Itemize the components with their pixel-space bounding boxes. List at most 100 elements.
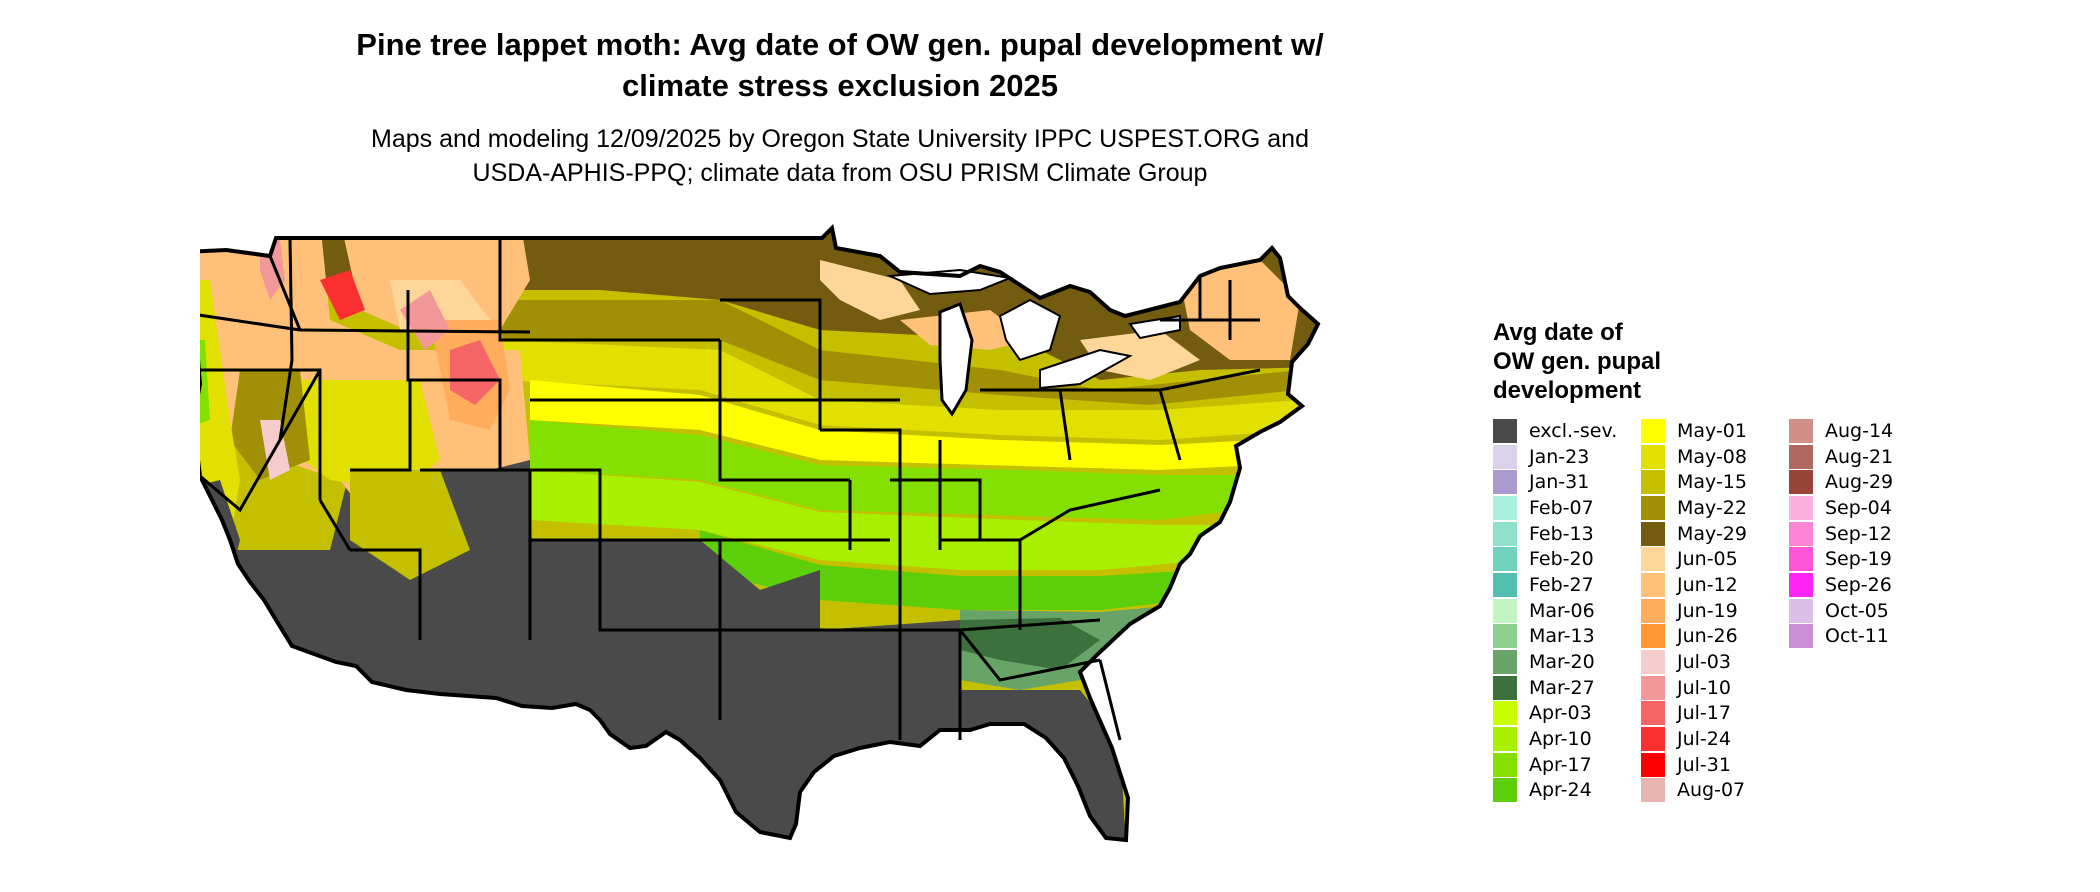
legend-label: Aug-07 [1677,779,1746,802]
legend-swatch [1493,547,1517,572]
legend-label: May-29 [1677,522,1747,545]
legend-item: Apr-10 [1493,726,1641,752]
legend-label: Feb-07 [1529,496,1594,519]
legend-item: Apr-17 [1493,752,1641,778]
legend-item: Mar-20 [1493,649,1641,675]
legend-swatch [1641,547,1665,572]
legend-item: Feb-07 [1493,495,1641,521]
legend-item: Jul-10 [1641,675,1789,701]
legend-label: Feb-27 [1529,573,1594,596]
legend-label: Apr-10 [1529,728,1592,751]
legend-item: May-15 [1641,469,1789,495]
legend-label: Mar-13 [1529,625,1595,648]
legend-swatch [1493,650,1517,675]
legend-label: Sep-26 [1825,573,1892,596]
legend-label: Jan-23 [1529,445,1590,468]
map-title: Pine tree lappet moth: Avg date of OW ge… [250,24,1430,106]
legend-swatch [1641,727,1665,752]
legend-label: Jun-12 [1677,573,1738,596]
legend-swatch [1789,598,1813,623]
legend-item: Jan-23 [1493,444,1641,470]
legend-column: Aug-14 Aug-21 Aug-29 Sep-04 Sep-12 Sep-19 Sep-… [1789,418,1937,803]
legend-column: May-01 May-08 May-15 May-22 May-29 Jun-05 Jun-… [1641,418,1789,803]
legend-item: Mar-13 [1493,624,1641,650]
legend-label: Jun-26 [1677,625,1738,648]
legend-item: Feb-20 [1493,546,1641,572]
legend-item: Aug-21 [1789,444,1937,470]
legend-label: Mar-27 [1529,676,1595,699]
legend-label: Jul-24 [1677,728,1731,751]
legend-label: Mar-06 [1529,599,1595,622]
legend-swatch [1641,495,1665,520]
legend-item: Apr-24 [1493,778,1641,804]
legend: Avg date of OW gen. pupal development ex… [1493,318,1937,803]
legend-swatch [1789,470,1813,495]
legend-swatch [1789,547,1813,572]
legend-swatch [1641,650,1665,675]
legend-swatch [1493,470,1517,495]
legend-title-line-1: Avg date of [1493,319,1623,346]
legend-swatch [1641,701,1665,726]
legend-label: Aug-29 [1825,471,1894,494]
legend-swatch [1789,624,1813,649]
legend-label: Sep-12 [1825,522,1892,545]
legend-item: Oct-05 [1789,598,1937,624]
legend-swatch [1641,444,1665,469]
us-map [200,226,1320,842]
legend-item: Aug-07 [1641,778,1789,804]
legend-label: Jul-10 [1677,676,1731,699]
legend-swatch [1493,778,1517,803]
legend-swatch [1493,598,1517,623]
legend-column: excl.-sev. Jan-23 Jan-31 Feb-07 Feb-13 Feb-20… [1493,418,1641,803]
legend-label: Oct-11 [1825,625,1889,648]
legend-swatch [1789,495,1813,520]
legend-label: Feb-13 [1529,522,1594,545]
legend-label: Jan-31 [1529,471,1590,494]
legend-columns: excl.-sev. Jan-23 Jan-31 Feb-07 Feb-13 Feb-20… [1493,418,1937,803]
legend-swatch [1641,470,1665,495]
legend-item: Aug-14 [1789,418,1937,444]
legend-swatch [1641,572,1665,597]
legend-swatch [1641,675,1665,700]
legend-item: Jul-24 [1641,726,1789,752]
legend-item: May-01 [1641,418,1789,444]
map-subtitle: Maps and modeling 12/09/2025 by Oregon S… [250,122,1430,190]
legend-item: Jun-05 [1641,546,1789,572]
legend-label: Jul-31 [1677,753,1731,776]
legend-item: Jul-31 [1641,752,1789,778]
legend-swatch [1789,418,1813,443]
map-title-line-2: climate stress exclusion 2025 [622,68,1058,103]
map-title-line-1: Pine tree lappet moth: Avg date of OW ge… [356,27,1324,62]
legend-item: May-22 [1641,495,1789,521]
map-subtitle-line-2: USDA-APHIS-PPQ; climate data from OSU PR… [472,159,1208,187]
legend-swatch [1493,675,1517,700]
legend-title-line-3: development [1493,377,1642,404]
legend-swatch [1493,752,1517,777]
legend-swatch [1641,624,1665,649]
legend-swatch [1493,624,1517,649]
legend-item: May-08 [1641,444,1789,470]
legend-label: May-01 [1677,419,1747,442]
legend-swatch [1493,521,1517,546]
legend-swatch [1641,418,1665,443]
legend-swatch [1789,572,1813,597]
legend-item: Aug-29 [1789,469,1937,495]
legend-label: Jul-17 [1677,702,1731,725]
legend-label: May-15 [1677,471,1747,494]
legend-item: Jul-03 [1641,649,1789,675]
legend-label: Apr-17 [1529,753,1592,776]
legend-item: Feb-27 [1493,572,1641,598]
legend-swatch [1789,444,1813,469]
legend-swatch [1641,752,1665,777]
legend-item: Oct-11 [1789,624,1937,650]
legend-item: Jan-31 [1493,469,1641,495]
legend-label: Sep-19 [1825,548,1892,571]
legend-item: Apr-03 [1493,701,1641,727]
legend-item: Jun-12 [1641,572,1789,598]
legend-label: May-22 [1677,496,1747,519]
legend-swatch [1641,598,1665,623]
map-fill-layer [200,228,1318,840]
map-subtitle-line-1: Maps and modeling 12/09/2025 by Oregon S… [371,125,1309,153]
legend-label: Aug-14 [1825,419,1894,442]
legend-label: Mar-20 [1529,651,1595,674]
